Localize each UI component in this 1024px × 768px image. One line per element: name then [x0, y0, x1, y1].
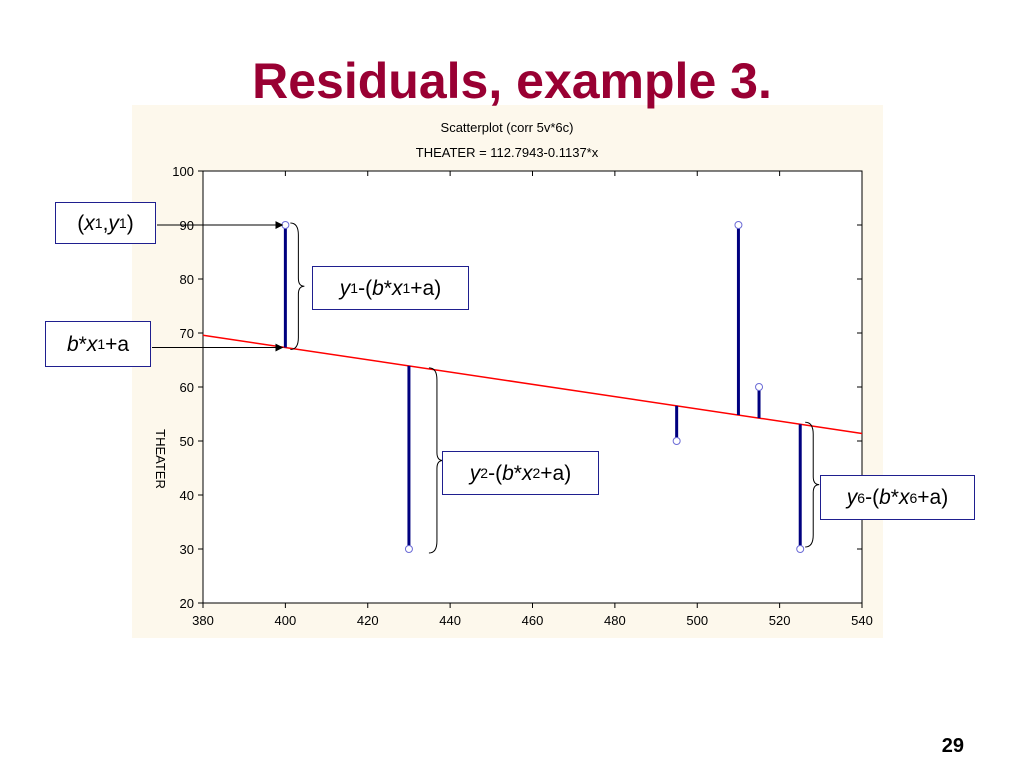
x-tick-label: 380 [192, 613, 214, 628]
y-tick-label: 100 [172, 164, 194, 179]
regression-line [202, 334, 863, 435]
x-tick-label: 540 [851, 613, 873, 628]
data-point [404, 545, 413, 553]
plot-area [202, 170, 863, 604]
data-point [755, 383, 764, 391]
x-axis: 380 400 420 440 460 480 500 520 540 [192, 171, 873, 628]
y-tick-label: 40 [180, 488, 194, 503]
residual-1-callout: y 1 -(b * x 1 +a) [312, 266, 469, 310]
y-axis-label: THEATER [153, 429, 168, 489]
x-tick-label: 440 [439, 613, 461, 628]
point-callout: (x 1, y 1) [55, 202, 156, 244]
x-tick-label: 480 [604, 613, 626, 628]
data-point [672, 437, 681, 445]
y-tick-label: 80 [180, 272, 194, 287]
y-tick-label: 50 [180, 434, 194, 449]
chart-subtitle: THEATER = 112.7943-0.1137*x [416, 145, 599, 160]
residual-6-callout: y 6 -(b * x 6 +a) [820, 475, 975, 520]
data-point [796, 545, 805, 553]
x-tick-label: 420 [357, 613, 379, 628]
chart-title: Scatterplot (corr 5v*6c) [441, 120, 574, 135]
residual-2-callout: y 2 -(b * x 2 +a) [442, 451, 599, 495]
page-number: 29 [941, 735, 964, 757]
y-tick-label: 20 [180, 596, 194, 611]
data-point [734, 221, 743, 229]
slide-title: Residuals, example 3. [252, 53, 772, 109]
x-tick-label: 500 [686, 613, 708, 628]
residuals-group [283, 225, 802, 549]
y-tick-label: 70 [180, 326, 194, 341]
x-tick-label: 460 [522, 613, 544, 628]
y-tick-label: 30 [180, 542, 194, 557]
x-tick-label: 400 [275, 613, 297, 628]
x-tick-label: 520 [769, 613, 791, 628]
y-tick-label: 60 [180, 380, 194, 395]
residual-1-brace [290, 222, 305, 351]
data-point [281, 221, 290, 229]
fitted-value-callout: b * x 1 +a [45, 321, 151, 367]
regression-group [202, 334, 863, 435]
